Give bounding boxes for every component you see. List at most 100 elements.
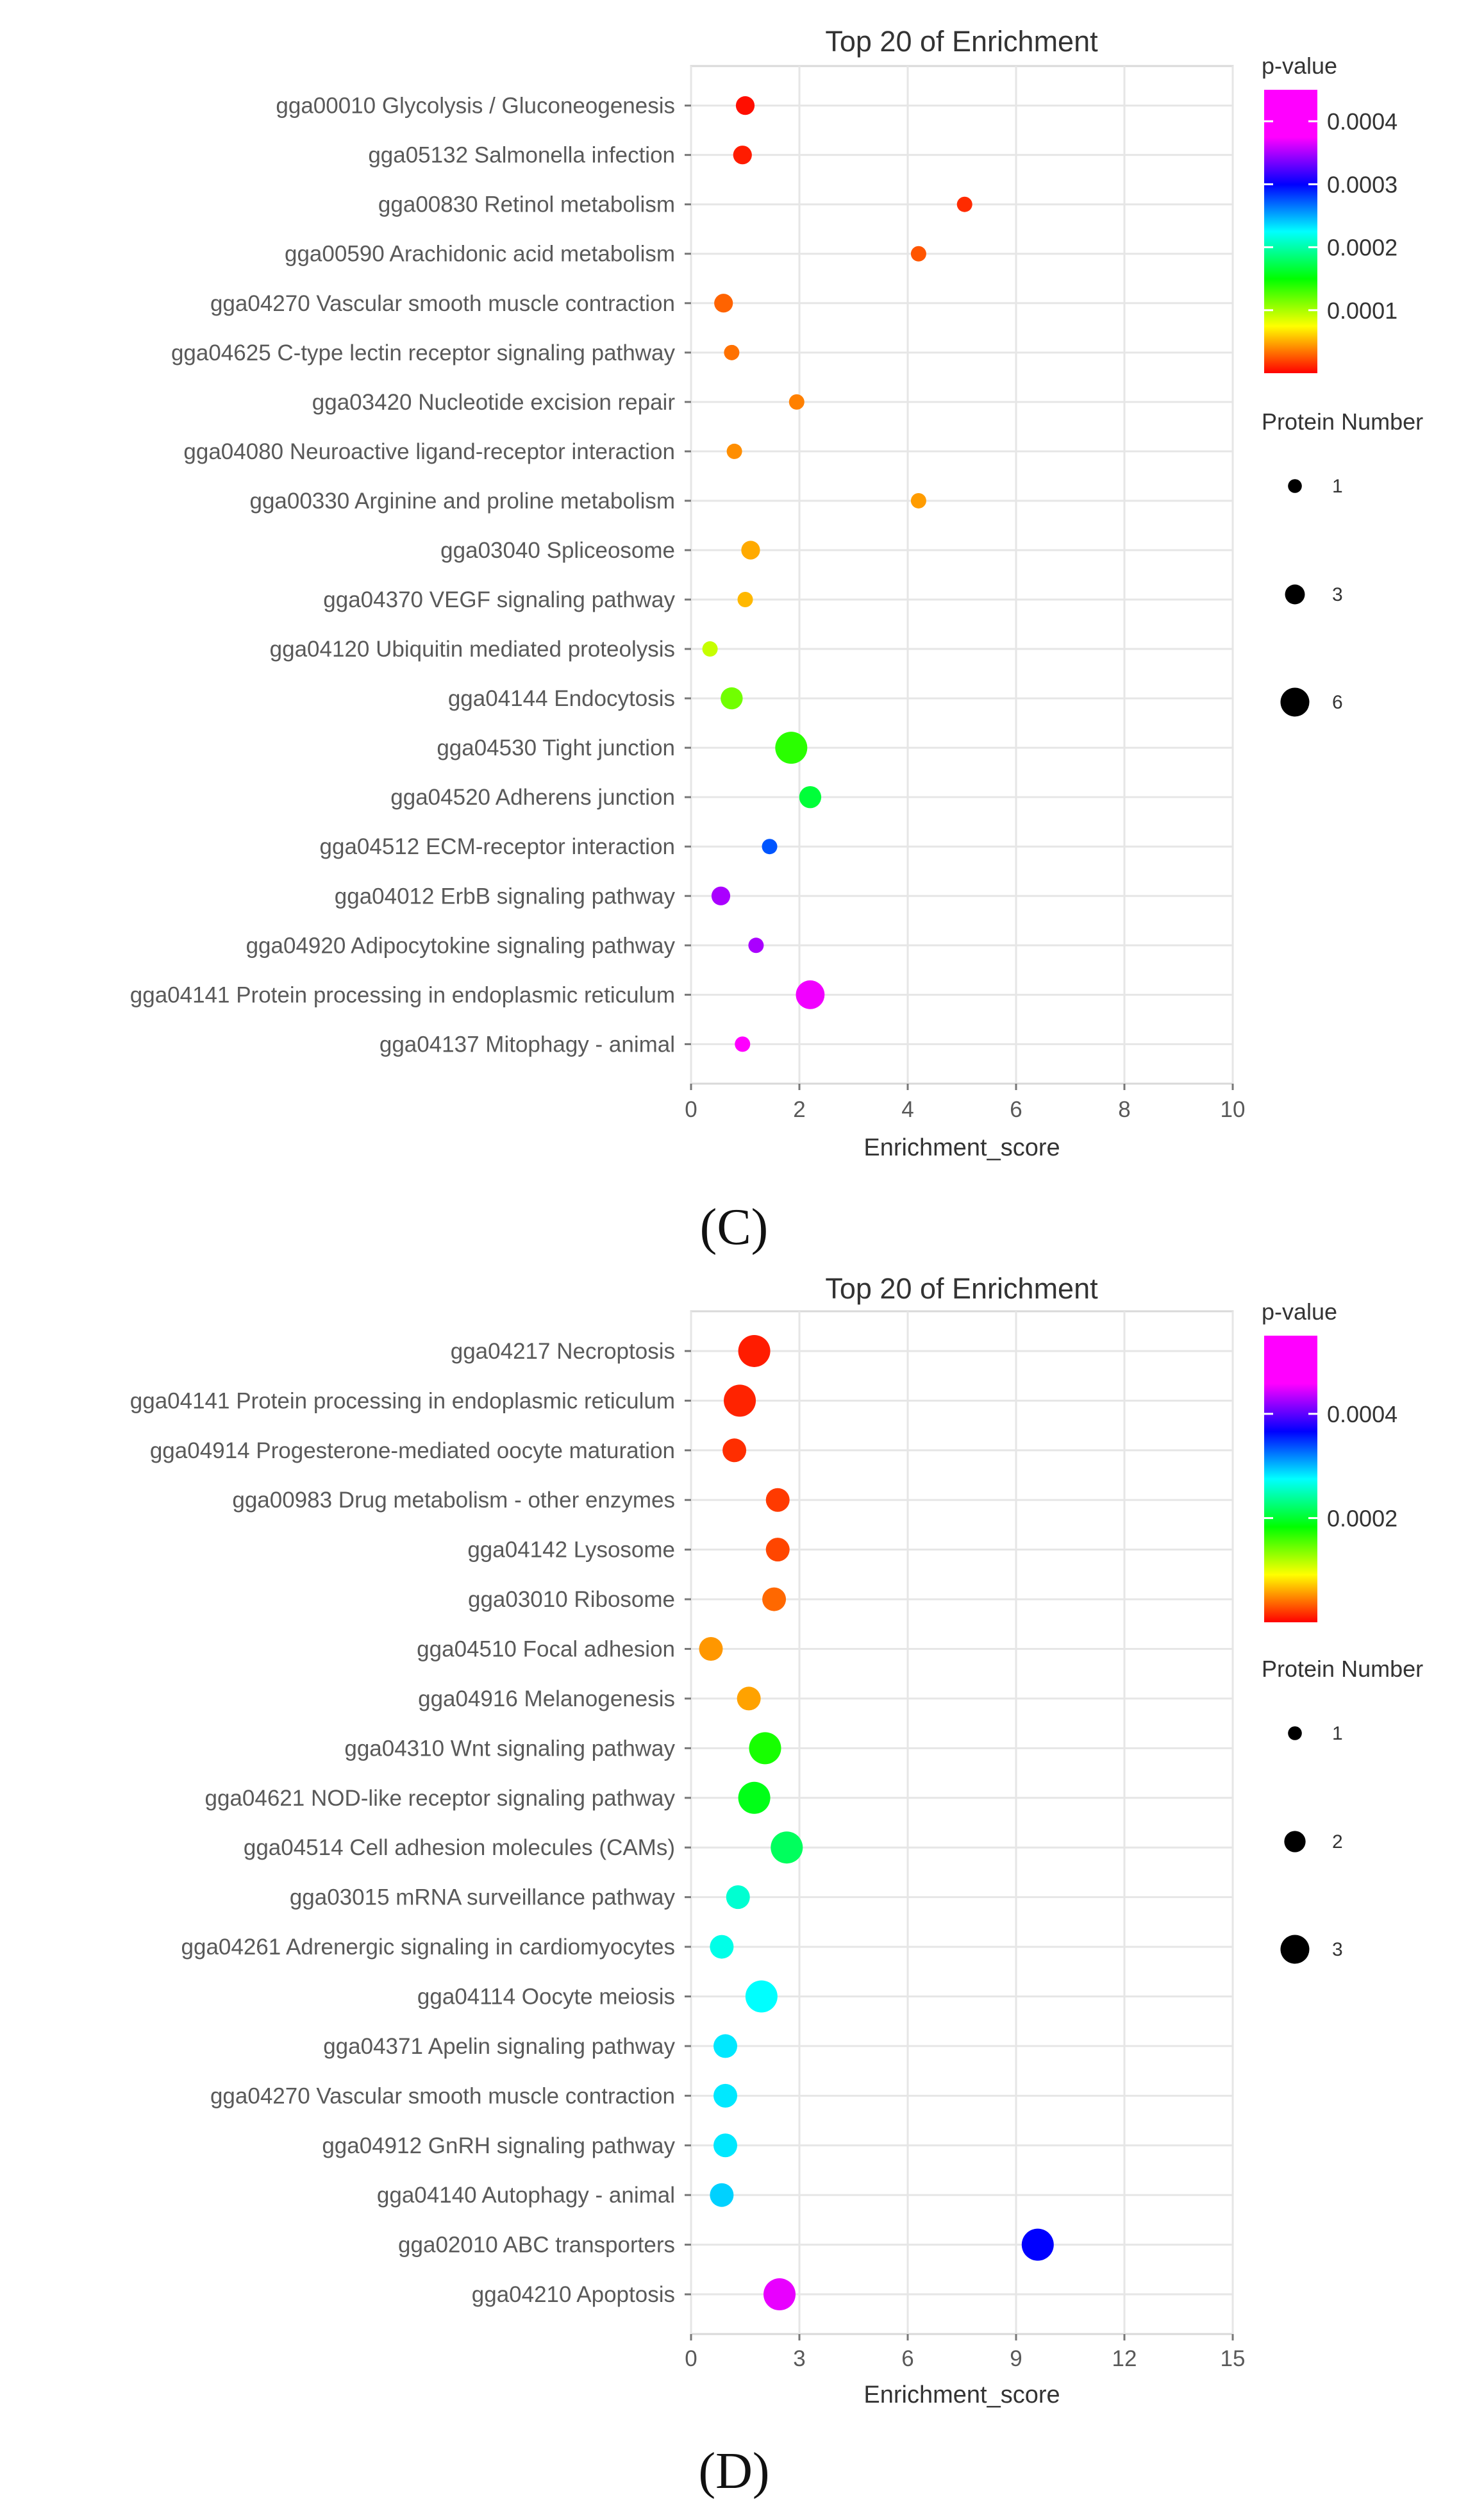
data-point bbox=[956, 196, 972, 212]
category-label: gga04080 Neuroactive ligand-receptor int… bbox=[183, 439, 675, 464]
color-legend-title: p-value bbox=[1262, 53, 1337, 79]
color-legend-label: 0.0001 bbox=[1327, 298, 1397, 324]
data-point bbox=[735, 96, 755, 115]
x-tick-label: 12 bbox=[1112, 2346, 1137, 2371]
x-tick-label: 15 bbox=[1221, 2346, 1246, 2371]
x-tick-label: 4 bbox=[901, 1097, 913, 1122]
size-legend-title: Protein Number bbox=[1262, 1656, 1423, 1682]
data-point bbox=[745, 1980, 778, 2013]
category-label: gga04114 Oocyte meiosis bbox=[417, 1984, 675, 2009]
data-point bbox=[738, 1781, 771, 1814]
category-label: gga04270 Vascular smooth muscle contract… bbox=[210, 291, 675, 316]
data-point bbox=[910, 246, 926, 262]
x-tick-label: 10 bbox=[1221, 1097, 1246, 1122]
data-point bbox=[1021, 2228, 1054, 2261]
data-point bbox=[762, 1587, 787, 1611]
category-label: gga00830 Retinol metabolism bbox=[378, 192, 675, 217]
size-legend-dot bbox=[1280, 1935, 1310, 1964]
data-point bbox=[735, 1036, 751, 1052]
x-tick-label: 0 bbox=[685, 1097, 697, 1122]
data-point bbox=[737, 592, 753, 608]
category-label: gga02010 ABC transporters bbox=[398, 2233, 675, 2258]
color-legend-label: 0.0002 bbox=[1327, 235, 1397, 261]
data-point bbox=[714, 294, 733, 313]
x-tick-label: 8 bbox=[1118, 1097, 1130, 1122]
category-label: gga04916 Melanogenesis bbox=[418, 1686, 675, 1711]
data-point bbox=[741, 541, 760, 560]
color-legend-title: p-value bbox=[1262, 1298, 1337, 1325]
size-legend-dot bbox=[1284, 1831, 1306, 1852]
x-tick-label: 0 bbox=[685, 2346, 697, 2371]
data-point bbox=[733, 146, 752, 165]
data-point bbox=[726, 1885, 750, 1910]
category-label: gga05132 Salmonella infection bbox=[368, 143, 675, 168]
size-legend-label: 2 bbox=[1332, 1831, 1343, 1852]
data-point bbox=[799, 785, 822, 809]
data-point bbox=[796, 980, 825, 1009]
category-label: gga03010 Ribosome bbox=[468, 1587, 675, 1612]
color-legend-bar bbox=[1264, 1336, 1317, 1622]
color-legend-label: 0.0004 bbox=[1327, 108, 1397, 135]
data-point bbox=[762, 839, 778, 855]
data-point bbox=[699, 1637, 723, 1661]
size-legend-dot bbox=[1288, 1726, 1302, 1740]
category-label: gga04261 Adrenergic signaling in cardiom… bbox=[181, 1935, 675, 1960]
data-point bbox=[775, 732, 808, 764]
data-point bbox=[763, 2278, 796, 2311]
x-tick-label: 9 bbox=[1010, 2346, 1022, 2371]
data-point bbox=[722, 1438, 747, 1463]
category-label: gga04510 Focal adhesion bbox=[417, 1637, 675, 1662]
data-point bbox=[726, 443, 742, 459]
category-label: gga04310 Wnt signaling pathway bbox=[344, 1736, 675, 1761]
size-legend-title: Protein Number bbox=[1262, 408, 1423, 435]
panel-label: (D) bbox=[698, 2443, 769, 2499]
category-label: gga04141 Protein processing in endoplasm… bbox=[130, 982, 675, 1007]
data-point bbox=[771, 1831, 803, 1864]
category-label: gga04371 Apelin signaling pathway bbox=[323, 2034, 675, 2059]
category-label: gga04270 Vascular smooth muscle contract… bbox=[210, 2083, 675, 2108]
x-axis-title: Enrichment_score bbox=[863, 1134, 1060, 1161]
size-legend-dot bbox=[1285, 584, 1305, 605]
category-label: gga04520 Adherens junction bbox=[390, 785, 675, 810]
data-point bbox=[765, 1538, 790, 1562]
data-point bbox=[713, 2034, 738, 2058]
x-tick-label: 2 bbox=[793, 1097, 805, 1122]
category-label: gga03015 mRNA surveillance pathway bbox=[290, 1885, 676, 1910]
data-point bbox=[765, 1488, 790, 1512]
category-label: gga00983 Drug metabolism - other enzymes bbox=[232, 1488, 675, 1513]
category-label: gga04142 Lysosome bbox=[467, 1538, 675, 1563]
category-label: gga04370 VEGF signaling pathway bbox=[323, 587, 675, 612]
color-legend-label: 0.0002 bbox=[1327, 1505, 1397, 1531]
data-point bbox=[738, 1334, 771, 1367]
category-label: gga04140 Autophagy - animal bbox=[377, 2183, 675, 2208]
data-point bbox=[713, 2083, 738, 2108]
size-legend-label: 3 bbox=[1332, 584, 1343, 605]
data-point bbox=[748, 937, 764, 953]
data-point bbox=[710, 2183, 734, 2207]
size-legend-dot bbox=[1288, 479, 1302, 493]
category-label: gga04217 Necroptosis bbox=[451, 1339, 675, 1364]
category-label: gga04625 C-type lectin receptor signalin… bbox=[171, 340, 676, 365]
data-point bbox=[788, 394, 805, 410]
category-label: gga04120 Ubiquitin mediated proteolysis bbox=[270, 637, 675, 662]
category-label: gga04012 ErbB signaling pathway bbox=[335, 884, 676, 909]
size-legend-label: 1 bbox=[1332, 476, 1343, 497]
category-label: gga04621 NOD-like receptor signaling pat… bbox=[205, 1786, 676, 1811]
size-legend-label: 1 bbox=[1332, 1723, 1343, 1744]
chart-panel-c: 0 2 4 6 8 10 gga00010 Glycolysis / Gluconeogen… bbox=[130, 25, 1423, 1256]
x-axis-title: Enrichment_score bbox=[863, 2381, 1060, 2408]
chart-title: Top 20 of Enrichment bbox=[825, 1272, 1098, 1305]
category-label: gga04141 Protein processing in endoplasm… bbox=[130, 1388, 675, 1413]
chart-title: Top 20 of Enrichment bbox=[825, 25, 1098, 58]
color-legend-label: 0.0003 bbox=[1327, 171, 1397, 197]
x-tick-label: 6 bbox=[1010, 1097, 1022, 1122]
category-label: gga00010 Glycolysis / Gluconeogenesis bbox=[276, 94, 675, 119]
category-label: gga04514 Cell adhesion molecules (CAMs) bbox=[244, 1835, 675, 1860]
x-tick-label: 6 bbox=[901, 2346, 913, 2371]
data-point bbox=[713, 2133, 738, 2158]
category-label: gga04210 Apoptosis bbox=[472, 2282, 675, 2307]
category-label: gga04920 Adipocytokine signaling pathway bbox=[246, 933, 676, 958]
category-label: gga00330 Arginine and proline metabolism bbox=[249, 489, 675, 514]
size-legend-label: 3 bbox=[1332, 1939, 1343, 1960]
